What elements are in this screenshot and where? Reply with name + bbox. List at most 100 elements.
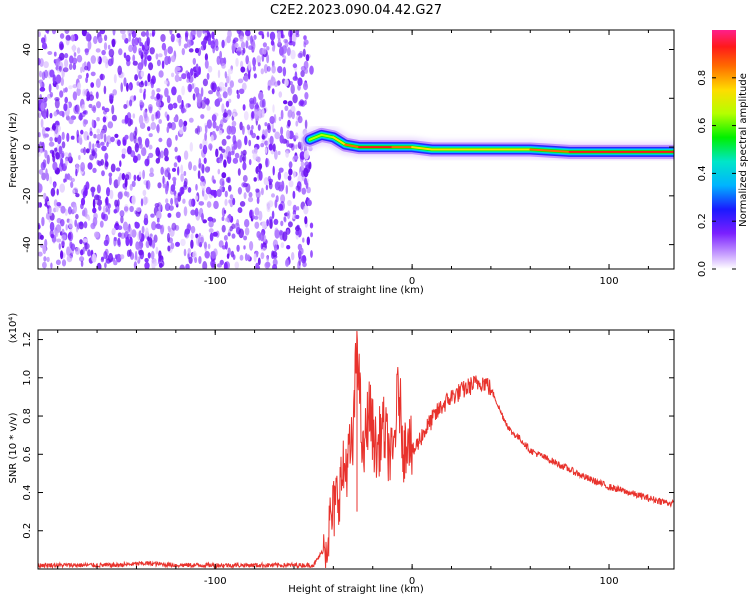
noise-speckle	[54, 97, 60, 102]
noise-speckle	[131, 229, 137, 238]
noise-speckle	[164, 87, 169, 98]
noise-speckle	[183, 177, 188, 187]
noise-speckle	[68, 218, 73, 229]
noise-speckle	[234, 42, 239, 48]
noise-speckle	[167, 245, 171, 252]
noise-speckle	[254, 147, 258, 155]
noise-speckle	[131, 195, 136, 205]
noise-speckle	[186, 224, 192, 232]
noise-speckle	[164, 80, 169, 85]
noise-speckle	[283, 216, 287, 222]
noise-speckle	[225, 100, 230, 108]
noise-speckle	[101, 49, 106, 56]
noise-speckle	[300, 161, 305, 167]
noise-speckle	[183, 248, 187, 257]
noise-speckle	[260, 252, 265, 260]
noise-speckle	[261, 135, 266, 140]
noise-speckle	[95, 78, 101, 88]
noise-speckle	[117, 176, 121, 186]
noise-speckle	[206, 119, 212, 129]
noise-speckle	[217, 168, 221, 175]
noise-speckle	[239, 254, 244, 261]
noise-speckle	[102, 129, 105, 135]
noise-speckle	[60, 219, 65, 227]
colorbar-tick-label: 0.6	[697, 118, 708, 134]
noise-speckle	[278, 116, 282, 122]
noise-speckle	[46, 30, 50, 35]
noise-speckle	[64, 30, 70, 34]
noise-speckle	[112, 30, 116, 36]
noise-speckle	[258, 210, 263, 221]
noise-speckle	[296, 206, 300, 211]
noise-speckle	[204, 59, 209, 69]
noise-speckle	[150, 122, 157, 130]
noise-speckle	[131, 37, 135, 47]
noise-speckle	[102, 55, 108, 63]
noise-speckle	[293, 135, 299, 140]
noise-speckle	[41, 37, 46, 44]
noise-speckle	[167, 232, 170, 243]
noise-speckle	[93, 212, 98, 220]
noise-speckle	[90, 71, 96, 77]
noise-speckle	[273, 244, 278, 252]
noise-speckle	[248, 45, 254, 50]
x-tick-label: 100	[599, 276, 618, 287]
noise-speckle	[118, 48, 123, 56]
noise-speckle	[221, 172, 227, 179]
noise-speckle	[242, 175, 248, 183]
noise-speckle	[126, 82, 129, 92]
noise-speckle	[232, 157, 239, 164]
noise-speckle	[166, 137, 172, 148]
noise-speckle	[101, 170, 105, 177]
noise-speckle	[128, 84, 132, 90]
noise-speckle	[99, 30, 106, 35]
spectrogram-ticks: -100 0 100 -40 -20 0 20 40	[22, 30, 674, 287]
noise-speckle	[157, 225, 163, 230]
noise-speckle	[132, 54, 136, 63]
noise-speckle	[162, 183, 167, 189]
noise-speckle	[282, 58, 286, 64]
noise-speckle	[221, 39, 225, 49]
noise-speckle	[291, 252, 295, 261]
noise-speckle	[226, 135, 231, 140]
noise-speckle	[204, 132, 208, 141]
noise-speckle	[217, 69, 221, 79]
noise-speckle	[277, 31, 281, 40]
noise-speckle	[138, 249, 144, 256]
noise-speckle	[231, 233, 236, 239]
noise-speckle	[96, 117, 100, 122]
noise-speckle	[269, 116, 275, 124]
noise-speckle	[58, 145, 63, 155]
noise-speckle	[81, 209, 86, 217]
noise-speckle	[284, 39, 289, 48]
noise-speckle	[144, 258, 149, 263]
spectrogram-frame	[37, 29, 675, 270]
noise-speckle	[264, 122, 268, 127]
noise-speckle	[64, 87, 68, 93]
noise-speckle	[160, 166, 164, 175]
noise-speckle	[156, 124, 160, 132]
noise-speckle	[248, 159, 252, 166]
noise-speckle	[171, 72, 175, 78]
noise-speckle	[288, 143, 294, 149]
noise-speckle	[123, 104, 128, 109]
noise-speckle	[248, 192, 253, 198]
noise-speckle	[223, 159, 227, 168]
noise-speckle	[239, 121, 243, 131]
noise-speckle	[84, 243, 90, 250]
figure-title: C2E2.2023.090.04.42.G27	[270, 3, 442, 18]
noise-speckle	[274, 149, 278, 160]
noise-speckle	[86, 135, 90, 141]
noise-speckle	[242, 149, 247, 156]
noise-speckle	[61, 141, 66, 149]
noise-speckle	[194, 207, 199, 217]
noise-speckle	[107, 207, 111, 215]
noise-speckle	[188, 117, 194, 123]
noise-speckle	[174, 146, 178, 153]
noise-speckle	[306, 236, 310, 246]
noise-speckle	[256, 156, 261, 163]
noise-speckle	[50, 187, 56, 197]
noise-speckle	[167, 225, 171, 231]
noise-speckle	[53, 51, 57, 57]
noise-speckle	[100, 141, 105, 146]
